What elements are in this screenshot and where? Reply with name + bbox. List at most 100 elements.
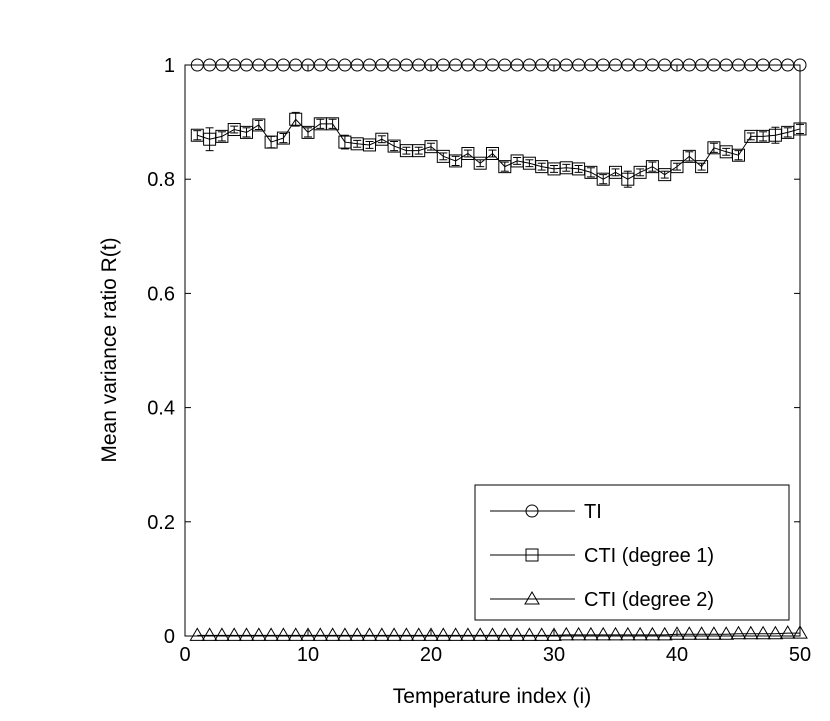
- data-point: [607, 626, 624, 641]
- data-point: [521, 627, 538, 641]
- data-point: [275, 627, 292, 641]
- y-tick-label: 1: [164, 55, 175, 77]
- series-square: [190, 111, 807, 188]
- data-point: [509, 627, 525, 641]
- data-point: [670, 160, 684, 174]
- x-tick-label: 10: [297, 644, 319, 666]
- data-point: [779, 625, 796, 639]
- data-point: [214, 627, 230, 641]
- data-point: [447, 627, 464, 641]
- data-point: [486, 147, 499, 161]
- y-tick-label: 0.2: [147, 512, 175, 534]
- data-point: [252, 118, 266, 132]
- data-point: [373, 627, 390, 641]
- data-point: [621, 172, 635, 186]
- data-point: [386, 627, 402, 641]
- data-point: [732, 148, 745, 162]
- x-tick-label: 40: [666, 644, 688, 666]
- data-point: [201, 627, 218, 641]
- data-point: [326, 117, 340, 131]
- x-tick-label: 20: [420, 644, 442, 666]
- legend-marker-triangle: [524, 591, 540, 605]
- data-point: [337, 627, 353, 641]
- data-point: [656, 626, 673, 641]
- series-triangle: [189, 625, 808, 641]
- legend-label: CTI (degree 1): [584, 545, 714, 567]
- data-point: [632, 626, 648, 641]
- data-point: [793, 122, 807, 136]
- y-axis-label: Mean variance ratio R(t): [98, 237, 121, 462]
- legend-label: CTI (degree 2): [584, 589, 714, 611]
- data-point: [595, 626, 612, 641]
- data-point: [238, 627, 255, 641]
- data-point: [461, 147, 475, 161]
- data-point: [609, 165, 622, 179]
- data-point: [226, 627, 243, 641]
- data-point: [706, 626, 722, 640]
- data-point: [496, 627, 513, 641]
- data-point: [472, 627, 489, 641]
- data-point: [189, 627, 206, 641]
- data-point: [681, 626, 698, 640]
- x-axis-label: Temperature index (i): [393, 685, 591, 708]
- y-tick-label: 0.8: [147, 169, 175, 191]
- data-point: [584, 165, 598, 179]
- x-tick-label: 0: [179, 644, 190, 666]
- data-point: [484, 627, 501, 641]
- data-point: [695, 160, 709, 174]
- data-point: [533, 627, 550, 641]
- legend-marker-square: [525, 548, 539, 562]
- series-line: [197, 632, 800, 636]
- data-point: [289, 112, 303, 126]
- data-point: [240, 125, 253, 139]
- x-tick-label: 30: [543, 644, 565, 666]
- data-point: [375, 132, 389, 146]
- legend-marker-circle: [525, 504, 539, 518]
- data-point: [263, 627, 279, 641]
- y-tick-label: 0: [164, 626, 175, 648]
- legend-label: TI: [584, 501, 602, 523]
- data-point: [435, 627, 452, 641]
- series-circle: [190, 58, 807, 72]
- data-point: [718, 626, 735, 640]
- data-point: [682, 149, 696, 163]
- data-point: [361, 627, 378, 641]
- data-point: [312, 627, 329, 641]
- data-point: [423, 627, 439, 641]
- data-point: [742, 625, 759, 640]
- data-point: [658, 168, 672, 182]
- data-point: [570, 626, 587, 641]
- data-point: [410, 627, 427, 641]
- x-tick-label: 50: [789, 644, 811, 666]
- data-point: [792, 625, 808, 639]
- data-point: [619, 626, 636, 641]
- y-tick-label: 0.4: [147, 398, 175, 420]
- data-point: [424, 140, 438, 154]
- data-point: [250, 627, 267, 641]
- series-layer: [189, 58, 808, 641]
- data-point: [473, 156, 487, 170]
- data-point: [730, 625, 747, 640]
- data-point: [449, 154, 463, 168]
- data-point: [215, 129, 229, 143]
- series-line: [197, 118, 801, 180]
- data-point: [460, 627, 476, 641]
- data-point: [301, 125, 315, 139]
- data-point: [546, 627, 562, 641]
- legend: TI CTI (degree 1) CTI (degree 2): [474, 484, 790, 621]
- data-point: [669, 626, 685, 640]
- data-point: [596, 172, 610, 186]
- data-point: [793, 58, 807, 72]
- data-point: [767, 625, 784, 640]
- data-point: [324, 627, 341, 641]
- data-point: [645, 160, 659, 174]
- data-point: [349, 627, 366, 641]
- data-point: [693, 626, 710, 640]
- data-point: [287, 627, 304, 641]
- data-point: [300, 627, 316, 641]
- data-point: [398, 627, 415, 641]
- data-point: [583, 626, 599, 641]
- data-point: [558, 626, 575, 641]
- axis-ticks: 0 10 20 30 40 50 0 0.2 0.4 0.6 0.8 1: [147, 55, 811, 666]
